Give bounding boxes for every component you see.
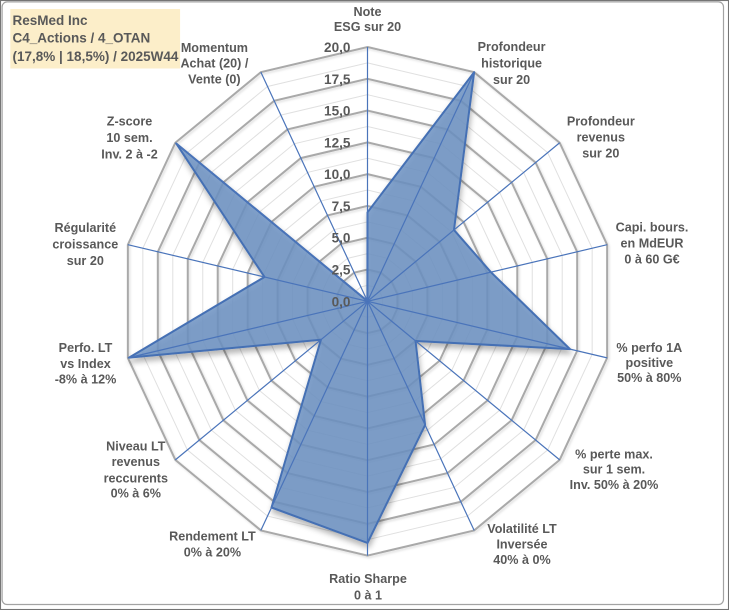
svg-text:(17,8% | 18,5%) / 2025W44: (17,8% | 18,5%) / 2025W44 — [13, 49, 179, 64]
svg-text:sur 20: sur 20 — [493, 73, 530, 87]
svg-text:revenus: revenus — [112, 455, 160, 469]
svg-text:Niveau LT: Niveau LT — [106, 439, 166, 453]
svg-text:sur 1 sem.: sur 1 sem. — [583, 462, 645, 476]
svg-text:2,5: 2,5 — [332, 263, 351, 278]
svg-text:12,5: 12,5 — [324, 135, 351, 150]
svg-text:Profondeur: Profondeur — [567, 114, 635, 128]
svg-text:0,0: 0,0 — [332, 294, 351, 309]
svg-text:historique: historique — [481, 57, 542, 71]
svg-text:10,0: 10,0 — [324, 167, 350, 182]
svg-text:Achat (20) /: Achat (20) / — [180, 56, 248, 70]
svg-text:Inv. 50% à 20%: Inv. 50% à 20% — [570, 478, 659, 492]
svg-text:Capi. bours.: Capi. bours. — [616, 221, 689, 235]
svg-text:0% à 6%: 0% à 6% — [111, 487, 161, 501]
svg-text:sur 20: sur 20 — [582, 146, 619, 160]
svg-text:reccurents: reccurents — [104, 471, 168, 485]
svg-text:ResMed Inc: ResMed Inc — [13, 13, 89, 28]
svg-text:-8% à 12%: -8% à 12% — [55, 373, 117, 387]
svg-text:Inv. 2 à -2: Inv. 2 à -2 — [101, 148, 157, 162]
svg-text:10 sem.: 10 sem. — [106, 131, 152, 145]
svg-text:sur 20: sur 20 — [67, 254, 104, 268]
svg-text:C4_Actions / 4_OTAN: C4_Actions / 4_OTAN — [13, 31, 151, 46]
svg-text:Perfo. LT: Perfo. LT — [59, 341, 113, 355]
svg-text:50% à 80%: 50% à 80% — [617, 371, 681, 385]
svg-text:0 à 1: 0 à 1 — [354, 588, 382, 602]
svg-text:revenus: revenus — [577, 130, 625, 144]
svg-text:0 à 60 G€: 0 à 60 G€ — [624, 253, 679, 267]
svg-text:positive: positive — [626, 356, 674, 370]
svg-text:% perfo 1A: % perfo 1A — [616, 341, 682, 355]
svg-text:Rendement LT: Rendement LT — [169, 530, 256, 544]
svg-text:Note: Note — [354, 5, 382, 19]
svg-text:17,5: 17,5 — [324, 72, 351, 87]
svg-text:Volatilité LT: Volatilité LT — [487, 522, 557, 536]
svg-text:40% à 0%: 40% à 0% — [493, 553, 550, 567]
svg-text:7,5: 7,5 — [332, 199, 351, 214]
svg-text:en MdEUR: en MdEUR — [621, 237, 684, 251]
svg-text:20,0: 20,0 — [324, 40, 350, 55]
svg-text:% perte max.: % perte max. — [575, 447, 653, 461]
svg-text:Z-score: Z-score — [107, 114, 153, 128]
svg-text:croissance: croissance — [52, 238, 118, 252]
svg-text:0% à 20%: 0% à 20% — [184, 546, 241, 560]
svg-text:ESG sur 20: ESG sur 20 — [334, 20, 401, 34]
svg-text:Inversée: Inversée — [496, 538, 547, 552]
svg-text:Ratio Sharpe: Ratio Sharpe — [329, 572, 407, 586]
svg-text:Régularité: Régularité — [55, 221, 117, 235]
svg-text:Vente (0): Vente (0) — [188, 72, 241, 86]
svg-text:Profondeur: Profondeur — [478, 40, 546, 54]
svg-text:vs Index: vs Index — [60, 357, 110, 371]
svg-text:Momentum: Momentum — [181, 41, 248, 55]
svg-text:5,0: 5,0 — [332, 231, 351, 246]
svg-text:15,0: 15,0 — [324, 104, 350, 119]
